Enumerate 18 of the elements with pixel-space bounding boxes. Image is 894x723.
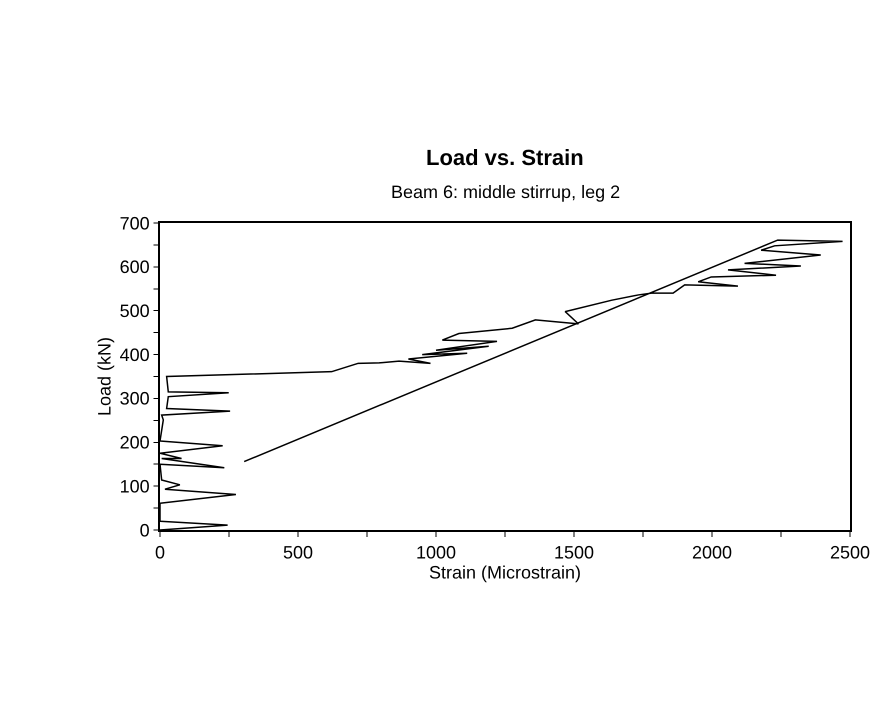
x-tick-label: 1000 (416, 542, 456, 562)
y-tick-label: 0 (140, 520, 150, 540)
x-tick-label: 1500 (554, 542, 594, 562)
chart-title: Load vs. Strain (426, 145, 584, 170)
x-tick-label: 500 (282, 542, 314, 562)
x-tick-label: 0 (154, 542, 166, 562)
y-tick-label: 400 (120, 344, 150, 365)
y-tick-label: 500 (120, 301, 150, 322)
x-axis-title: Strain (Microstrain) (428, 562, 582, 582)
x-tick-label: 2500 (830, 542, 870, 562)
chart-subtitle: Beam 6: middle stirrup, leg 2 (391, 182, 620, 202)
y-tick-label: 600 (120, 257, 150, 278)
y-tick-label: 200 (120, 432, 150, 453)
y-axis-title: Load (kN) (94, 336, 114, 416)
y-tick-label: 300 (120, 388, 150, 409)
x-tick-label: 2000 (692, 542, 732, 562)
y-tick-label: 100 (120, 476, 150, 496)
y-tick-label: 700 (120, 213, 150, 234)
